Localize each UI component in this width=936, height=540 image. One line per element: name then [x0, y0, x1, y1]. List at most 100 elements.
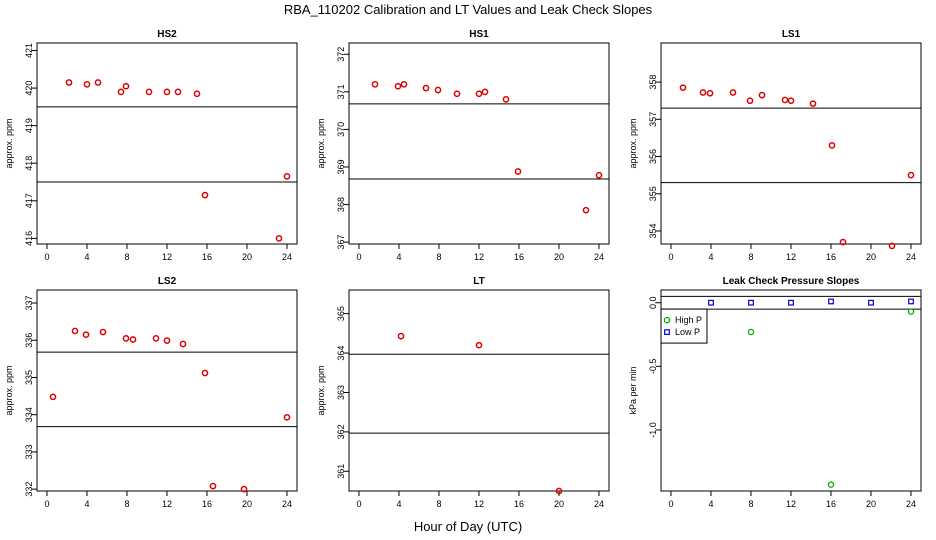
- y-axis-label: approx. ppm: [4, 118, 14, 168]
- y-tick-label: 368: [336, 197, 346, 212]
- x-tick-label: 0: [668, 499, 673, 509]
- x-tick-label: 20: [866, 252, 876, 262]
- data-point: [193, 90, 201, 98]
- low-p-point: [828, 298, 834, 305]
- x-tick-label: 24: [594, 499, 604, 509]
- data-point: [397, 332, 405, 340]
- y-tick-label: 420: [24, 81, 34, 96]
- y-axis-label: approx. ppm: [316, 118, 326, 168]
- y-tick-label: 361: [336, 464, 346, 479]
- y-tick-label: -0.5: [648, 359, 658, 375]
- data-point: [94, 79, 102, 86]
- data-point: [99, 328, 107, 336]
- data-point: [71, 327, 79, 335]
- x-tick-label: 12: [162, 499, 172, 509]
- x-tick-label: 20: [242, 499, 252, 509]
- data-point: [679, 84, 687, 92]
- data-point: [201, 369, 209, 377]
- x-tick-label: 4: [396, 252, 401, 262]
- x-tick-label: 8: [124, 499, 129, 509]
- x-tick-label: 4: [84, 499, 89, 509]
- data-point: [434, 86, 442, 94]
- x-tick-label: 24: [594, 252, 604, 262]
- y-axis-label: approx. ppm: [4, 365, 14, 415]
- low-p-point: [788, 299, 794, 306]
- legend-label: High P: [675, 315, 702, 325]
- data-point: [809, 100, 817, 108]
- y-tick-label: 416: [24, 231, 34, 246]
- data-point: [283, 413, 291, 421]
- data-point: [400, 80, 408, 88]
- data-point: [481, 88, 489, 96]
- y-tick-label: 337: [24, 296, 34, 311]
- x-tick-label: 20: [554, 499, 564, 509]
- low-p-point: [748, 299, 754, 306]
- y-tick-label: 364: [336, 346, 346, 361]
- y-tick-label: 354: [648, 223, 658, 238]
- data-point: [283, 173, 291, 180]
- y-tick-label: 358: [648, 75, 658, 90]
- data-point: [49, 393, 57, 401]
- data-point: [179, 340, 187, 348]
- x-tick-label: 24: [906, 499, 916, 509]
- y-tick-label: 421: [24, 43, 34, 58]
- panel-title: LT: [473, 276, 484, 287]
- legend-box: [660, 308, 708, 344]
- data-point: [209, 482, 217, 490]
- y-axis-label: approx. ppm: [628, 118, 638, 168]
- data-point: [758, 91, 766, 99]
- plot-frame: [348, 289, 610, 492]
- x-tick-label: 8: [436, 252, 441, 262]
- x-tick-label: 16: [514, 252, 524, 262]
- y-axis-label: kPa per min: [628, 366, 638, 414]
- legend-label: Low P: [675, 327, 700, 337]
- plot-frame: [36, 42, 298, 245]
- x-tick-label: 0: [44, 499, 49, 509]
- y-tick-label: 335: [24, 370, 34, 385]
- y-tick-label: 419: [24, 118, 34, 133]
- legend-marker-high-p: [663, 316, 671, 324]
- x-tick-label: 16: [826, 252, 836, 262]
- panel-5: LT 0 4 8 12 16 20 24 361 362 363 364 365 approx. ppm: [316, 276, 610, 509]
- data-point: [275, 235, 283, 242]
- data-point: [475, 341, 483, 349]
- low-p-point: [908, 298, 914, 305]
- x-tick-label: 16: [826, 499, 836, 509]
- x-tick-label: 8: [748, 252, 753, 262]
- y-tick-label: 417: [24, 193, 34, 208]
- y-tick-label: 418: [24, 156, 34, 171]
- data-point: [475, 90, 483, 98]
- data-point: [555, 487, 563, 495]
- high-p-point: [907, 308, 915, 315]
- y-tick-label: 362: [336, 424, 346, 439]
- x-tick-label: 12: [162, 252, 172, 262]
- legend-marker-low-p: [664, 329, 670, 335]
- panel-title: LS1: [782, 29, 801, 40]
- high-p-point: [827, 481, 835, 488]
- panel-title: HS2: [157, 29, 177, 40]
- x-tick-label: 4: [708, 252, 713, 262]
- x-tick-label: 4: [708, 499, 713, 509]
- x-tick-label: 0: [44, 252, 49, 262]
- data-point: [117, 88, 125, 96]
- x-tick-label: 12: [474, 252, 484, 262]
- data-point: [595, 171, 603, 179]
- panel-6: Leak Check Pressure Slopes 0 4 8 12 16 20 24 0.0…: [628, 276, 922, 509]
- panel-title: HS1: [469, 29, 489, 40]
- y-tick-label: 365: [336, 306, 346, 321]
- x-tick-label: 12: [786, 252, 796, 262]
- y-tick-label: 370: [336, 122, 346, 137]
- x-tick-label: 4: [396, 499, 401, 509]
- x-tick-label: 20: [242, 252, 252, 262]
- plot-frame: [660, 42, 922, 245]
- x-tick-label: 12: [786, 499, 796, 509]
- data-point: [371, 80, 379, 88]
- x-tick-label: 8: [748, 499, 753, 509]
- x-tick-label: 16: [514, 499, 524, 509]
- panel-4: LS2 0 4 8 12 16 20 24 332 333 334 335 336 337 approx. …: [4, 276, 298, 509]
- data-point: [394, 82, 402, 90]
- data-point: [453, 90, 461, 98]
- legend: High P Low P: [660, 308, 708, 344]
- data-point: [828, 142, 836, 149]
